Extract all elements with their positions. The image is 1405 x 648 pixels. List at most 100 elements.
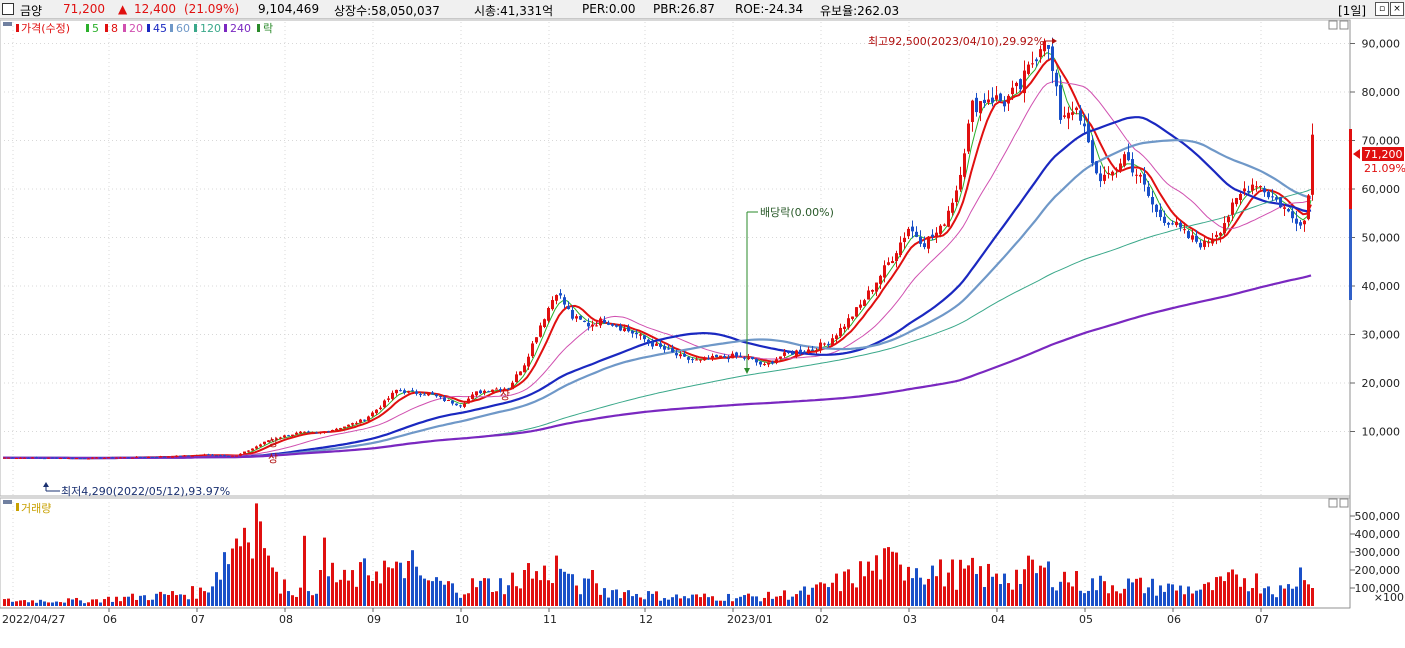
candle [279, 436, 282, 440]
volume-bar [731, 601, 734, 606]
volume-bar [803, 586, 806, 606]
panel-minimize-icon[interactable] [1328, 20, 1338, 30]
volume-bar [551, 583, 554, 606]
roe-value: ROE:-24.34 [735, 2, 804, 16]
volume-bar [707, 597, 710, 606]
panel-handle-icon[interactable] [3, 22, 12, 26]
restore-icon[interactable]: ▫ [1375, 2, 1389, 16]
candle [895, 250, 898, 268]
volume-legend[interactable]: 거래량 [21, 502, 51, 515]
stock-info-bar: 금양 71,200 ▲ 12,400 (21.09%) 9,104,469 상장… [0, 0, 1405, 19]
candle [23, 457, 26, 459]
legend-price[interactable]: 가격(수정) [21, 22, 70, 35]
volume-bar [1307, 584, 1310, 606]
candle [899, 236, 902, 258]
current-price: 71,200 [63, 2, 105, 16]
candle [247, 450, 250, 453]
candle [255, 445, 258, 450]
candle [907, 226, 910, 239]
candle [671, 344, 674, 353]
volume-bar [763, 597, 766, 606]
candle [523, 363, 526, 373]
legend-lak[interactable]: 락 [263, 22, 273, 35]
volume-bar [399, 562, 402, 606]
candle [931, 229, 934, 241]
legend-ma20[interactable]: 20 [129, 22, 143, 35]
volume-bar [591, 570, 594, 606]
legend-ma45[interactable]: 45 [153, 22, 167, 35]
volume-bar [687, 598, 690, 606]
volume-bar [783, 590, 786, 606]
volume-bar [1303, 580, 1306, 606]
close-icon[interactable]: × [1390, 2, 1404, 16]
candle [151, 456, 154, 458]
candle [87, 458, 90, 460]
volume-bar [1175, 590, 1178, 606]
volume-bar [207, 592, 210, 606]
stock-name[interactable]: 금양 [20, 4, 43, 18]
volume-bar [859, 561, 862, 606]
period-selector[interactable]: [1일] [1338, 4, 1367, 18]
volume-bar [375, 571, 378, 606]
volume-bar [1147, 587, 1150, 606]
volume-bar [807, 594, 810, 606]
candle [743, 356, 746, 361]
volume-bar [51, 602, 54, 606]
volume-panel-minimize-icon[interactable] [1328, 498, 1338, 508]
volume-bar [787, 599, 790, 606]
legend-ma5-swatch [86, 24, 89, 32]
select-checkbox[interactable] [2, 3, 14, 15]
y-tick-label: 80,000 [1362, 86, 1401, 99]
volume-bar [983, 587, 986, 606]
legend-ma8[interactable]: 8 [111, 22, 118, 35]
candle [1111, 170, 1114, 181]
legend-ma60[interactable]: 60 [176, 22, 190, 35]
panel-close-icon[interactable] [1339, 20, 1349, 30]
candle [1151, 190, 1154, 213]
volume-bar [507, 585, 510, 606]
up-arrow-icon: ▲ [118, 2, 128, 16]
volume-bar [627, 590, 630, 606]
legend-ma120[interactable]: 120 [200, 22, 221, 35]
volume-bar [815, 584, 818, 606]
candle [1283, 204, 1286, 217]
legend-ma240[interactable]: 240 [230, 22, 251, 35]
candle [251, 448, 254, 451]
candle [1131, 152, 1134, 177]
volume-bar [531, 578, 534, 606]
volume-bar [279, 593, 282, 606]
volume-bar [879, 579, 882, 606]
candle [203, 453, 206, 456]
candle [911, 220, 914, 239]
volume-bar [1055, 590, 1058, 606]
volume-bar [1311, 588, 1314, 606]
volume-bar [431, 581, 434, 606]
candle [1115, 167, 1118, 178]
volume-bar [579, 594, 582, 606]
candle [991, 87, 994, 107]
volume-panel-handle-icon[interactable] [3, 500, 12, 504]
legend: 가격(수정) 5 8 20 45 60 120 240 락 [3, 22, 273, 35]
candle [995, 86, 998, 102]
low-arrow-icon [43, 482, 49, 487]
candle [987, 90, 990, 106]
volume-bar [563, 571, 566, 606]
candle [67, 457, 70, 459]
candle [375, 409, 378, 415]
candle [439, 395, 442, 400]
x-tick-label: 09 [367, 613, 381, 626]
candle [307, 430, 310, 433]
volume-panel-close-icon[interactable] [1339, 498, 1349, 508]
volume-bar [1127, 578, 1130, 606]
candle [1267, 190, 1270, 200]
volume-bar [151, 599, 154, 606]
legend-ma5[interactable]: 5 [92, 22, 99, 35]
volume-bar [423, 578, 426, 606]
candle [19, 457, 22, 459]
volume-bar [27, 602, 30, 606]
volume-bar [1095, 590, 1098, 606]
candle [791, 350, 794, 355]
x-tick-label: 11 [543, 613, 557, 626]
volume-bar [247, 542, 250, 606]
